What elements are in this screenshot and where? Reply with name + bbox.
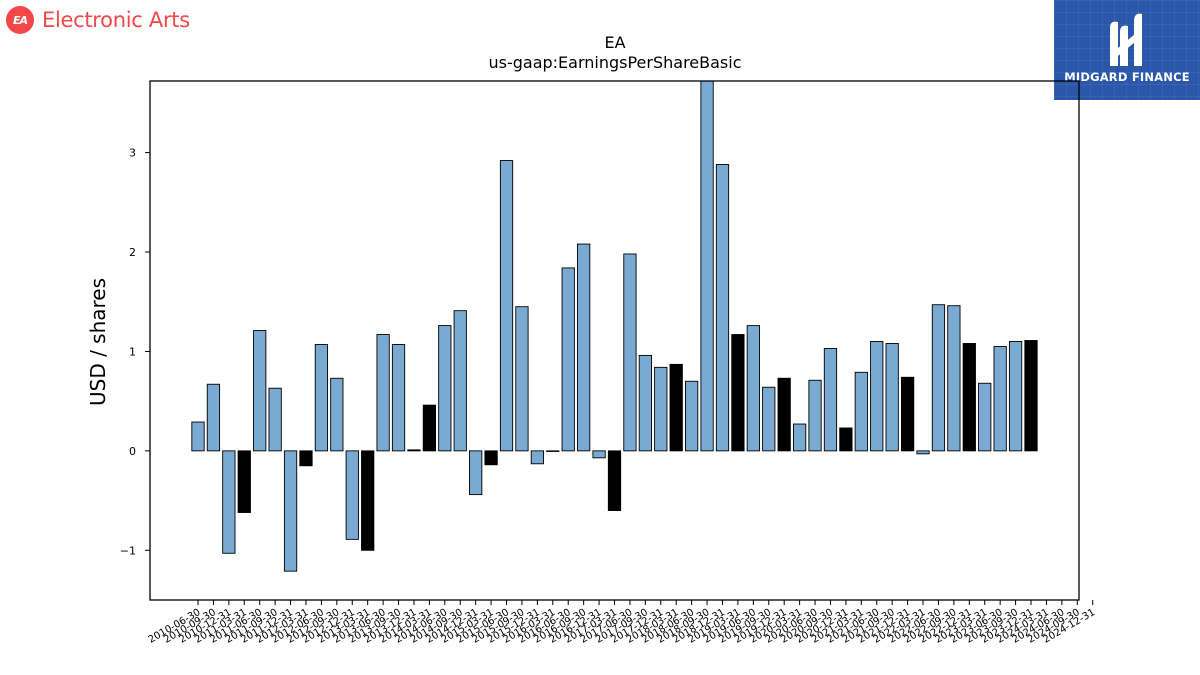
bar-2010-12-31 bbox=[222, 450, 236, 554]
bar-2014-06-30 bbox=[438, 325, 452, 452]
bar-2019-12-31 bbox=[777, 377, 791, 452]
bar-series bbox=[191, 80, 1038, 572]
bar-2014-03-31 bbox=[422, 404, 437, 452]
bar-2013-09-30 bbox=[391, 344, 406, 452]
bar-2011-03-31 bbox=[237, 450, 251, 513]
midgard-finance-logo: MIDGARD FINANCE bbox=[1054, 0, 1200, 100]
bar-2020-12-31 bbox=[839, 427, 853, 452]
x-axis: 2010-06-302010-09-302010-12-312011-03-31… bbox=[147, 600, 1097, 646]
bar-2015-06-30 bbox=[499, 160, 514, 452]
bar-2012-06-30 bbox=[314, 344, 329, 452]
bar-2017-09-30 bbox=[638, 354, 652, 452]
bar-2023-06-30 bbox=[993, 346, 1007, 452]
bar-2016-12-31 bbox=[592, 450, 606, 459]
bar-2013-12-31 bbox=[407, 449, 421, 452]
bar-2015-03-31 bbox=[484, 450, 498, 466]
bar-2022-03-31 bbox=[916, 450, 930, 455]
bar-2014-09-30 bbox=[453, 310, 467, 452]
bar-2020-09-30 bbox=[823, 348, 838, 452]
bar-2014-12-31 bbox=[469, 450, 483, 496]
bar-2020-03-31 bbox=[792, 423, 807, 452]
bar-2015-12-31 bbox=[530, 450, 544, 465]
bar-2010-09-30 bbox=[206, 383, 221, 452]
y-axis: −1 0 1 2 3 bbox=[120, 147, 150, 557]
bar-2017-12-31 bbox=[654, 366, 668, 452]
company-name: Electronic Arts bbox=[42, 8, 190, 32]
bar-2021-03-31 bbox=[854, 371, 868, 452]
bar-2023-09-30 bbox=[1008, 341, 1023, 452]
ea-badge-icon: EA bbox=[6, 6, 34, 34]
y-axis-label: USD / shares bbox=[86, 278, 110, 406]
bar-2022-06-30 bbox=[931, 304, 946, 452]
publisher-name: MIDGARD FINANCE bbox=[1064, 70, 1190, 84]
bar-2018-09-30 bbox=[700, 80, 714, 452]
bar-2023-12-31 bbox=[1024, 340, 1038, 452]
bar-2019-09-30 bbox=[762, 386, 776, 452]
y-tick-label: −1 bbox=[120, 544, 136, 557]
bar-2021-09-30 bbox=[885, 343, 899, 452]
bar-2021-06-30 bbox=[870, 341, 884, 452]
bar-2016-06-30 bbox=[561, 267, 575, 452]
bar-2018-12-31 bbox=[715, 164, 730, 452]
bar-2012-09-30 bbox=[330, 377, 344, 452]
bar-2019-03-31 bbox=[731, 334, 745, 452]
bar-2011-06-30 bbox=[253, 330, 267, 452]
bar-2013-06-30 bbox=[376, 334, 390, 452]
bar-2022-09-30 bbox=[947, 305, 961, 452]
bar-2015-09-30 bbox=[515, 306, 529, 452]
bar-2023-03-31 bbox=[978, 382, 992, 452]
bar-2016-03-31 bbox=[546, 450, 560, 452]
y-tick-label: 3 bbox=[129, 147, 136, 160]
electronic-arts-logo: EA Electronic Arts bbox=[6, 5, 190, 35]
bar-2011-09-30 bbox=[268, 387, 282, 452]
bar-2010-06-30 bbox=[191, 421, 205, 452]
y-tick-label: 0 bbox=[129, 445, 136, 458]
y-tick-label: 2 bbox=[129, 246, 136, 259]
bar-2018-03-31 bbox=[669, 363, 683, 452]
bar-2018-06-30 bbox=[685, 380, 699, 452]
bar-2016-09-30 bbox=[577, 243, 591, 452]
bar-2012-12-31 bbox=[345, 450, 359, 540]
bar-2017-06-30 bbox=[623, 253, 637, 452]
bar-2013-03-31 bbox=[361, 450, 375, 551]
bar-2012-03-31 bbox=[299, 450, 313, 467]
bar-2021-12-31 bbox=[900, 376, 915, 452]
plot-frame bbox=[149, 80, 1080, 601]
bar-2011-12-31 bbox=[283, 450, 298, 572]
midgard-mark-icon bbox=[1110, 13, 1142, 67]
bar-2019-06-30 bbox=[746, 325, 760, 452]
y-tick-label: 1 bbox=[129, 345, 136, 358]
bar-2020-06-30 bbox=[808, 379, 822, 452]
bar-2022-12-31 bbox=[962, 343, 976, 452]
chart-title: EA bbox=[604, 33, 625, 52]
chart-subtitle: us-gaap:EarningsPerShareBasic bbox=[488, 53, 741, 72]
bar-2017-03-31 bbox=[607, 450, 622, 511]
